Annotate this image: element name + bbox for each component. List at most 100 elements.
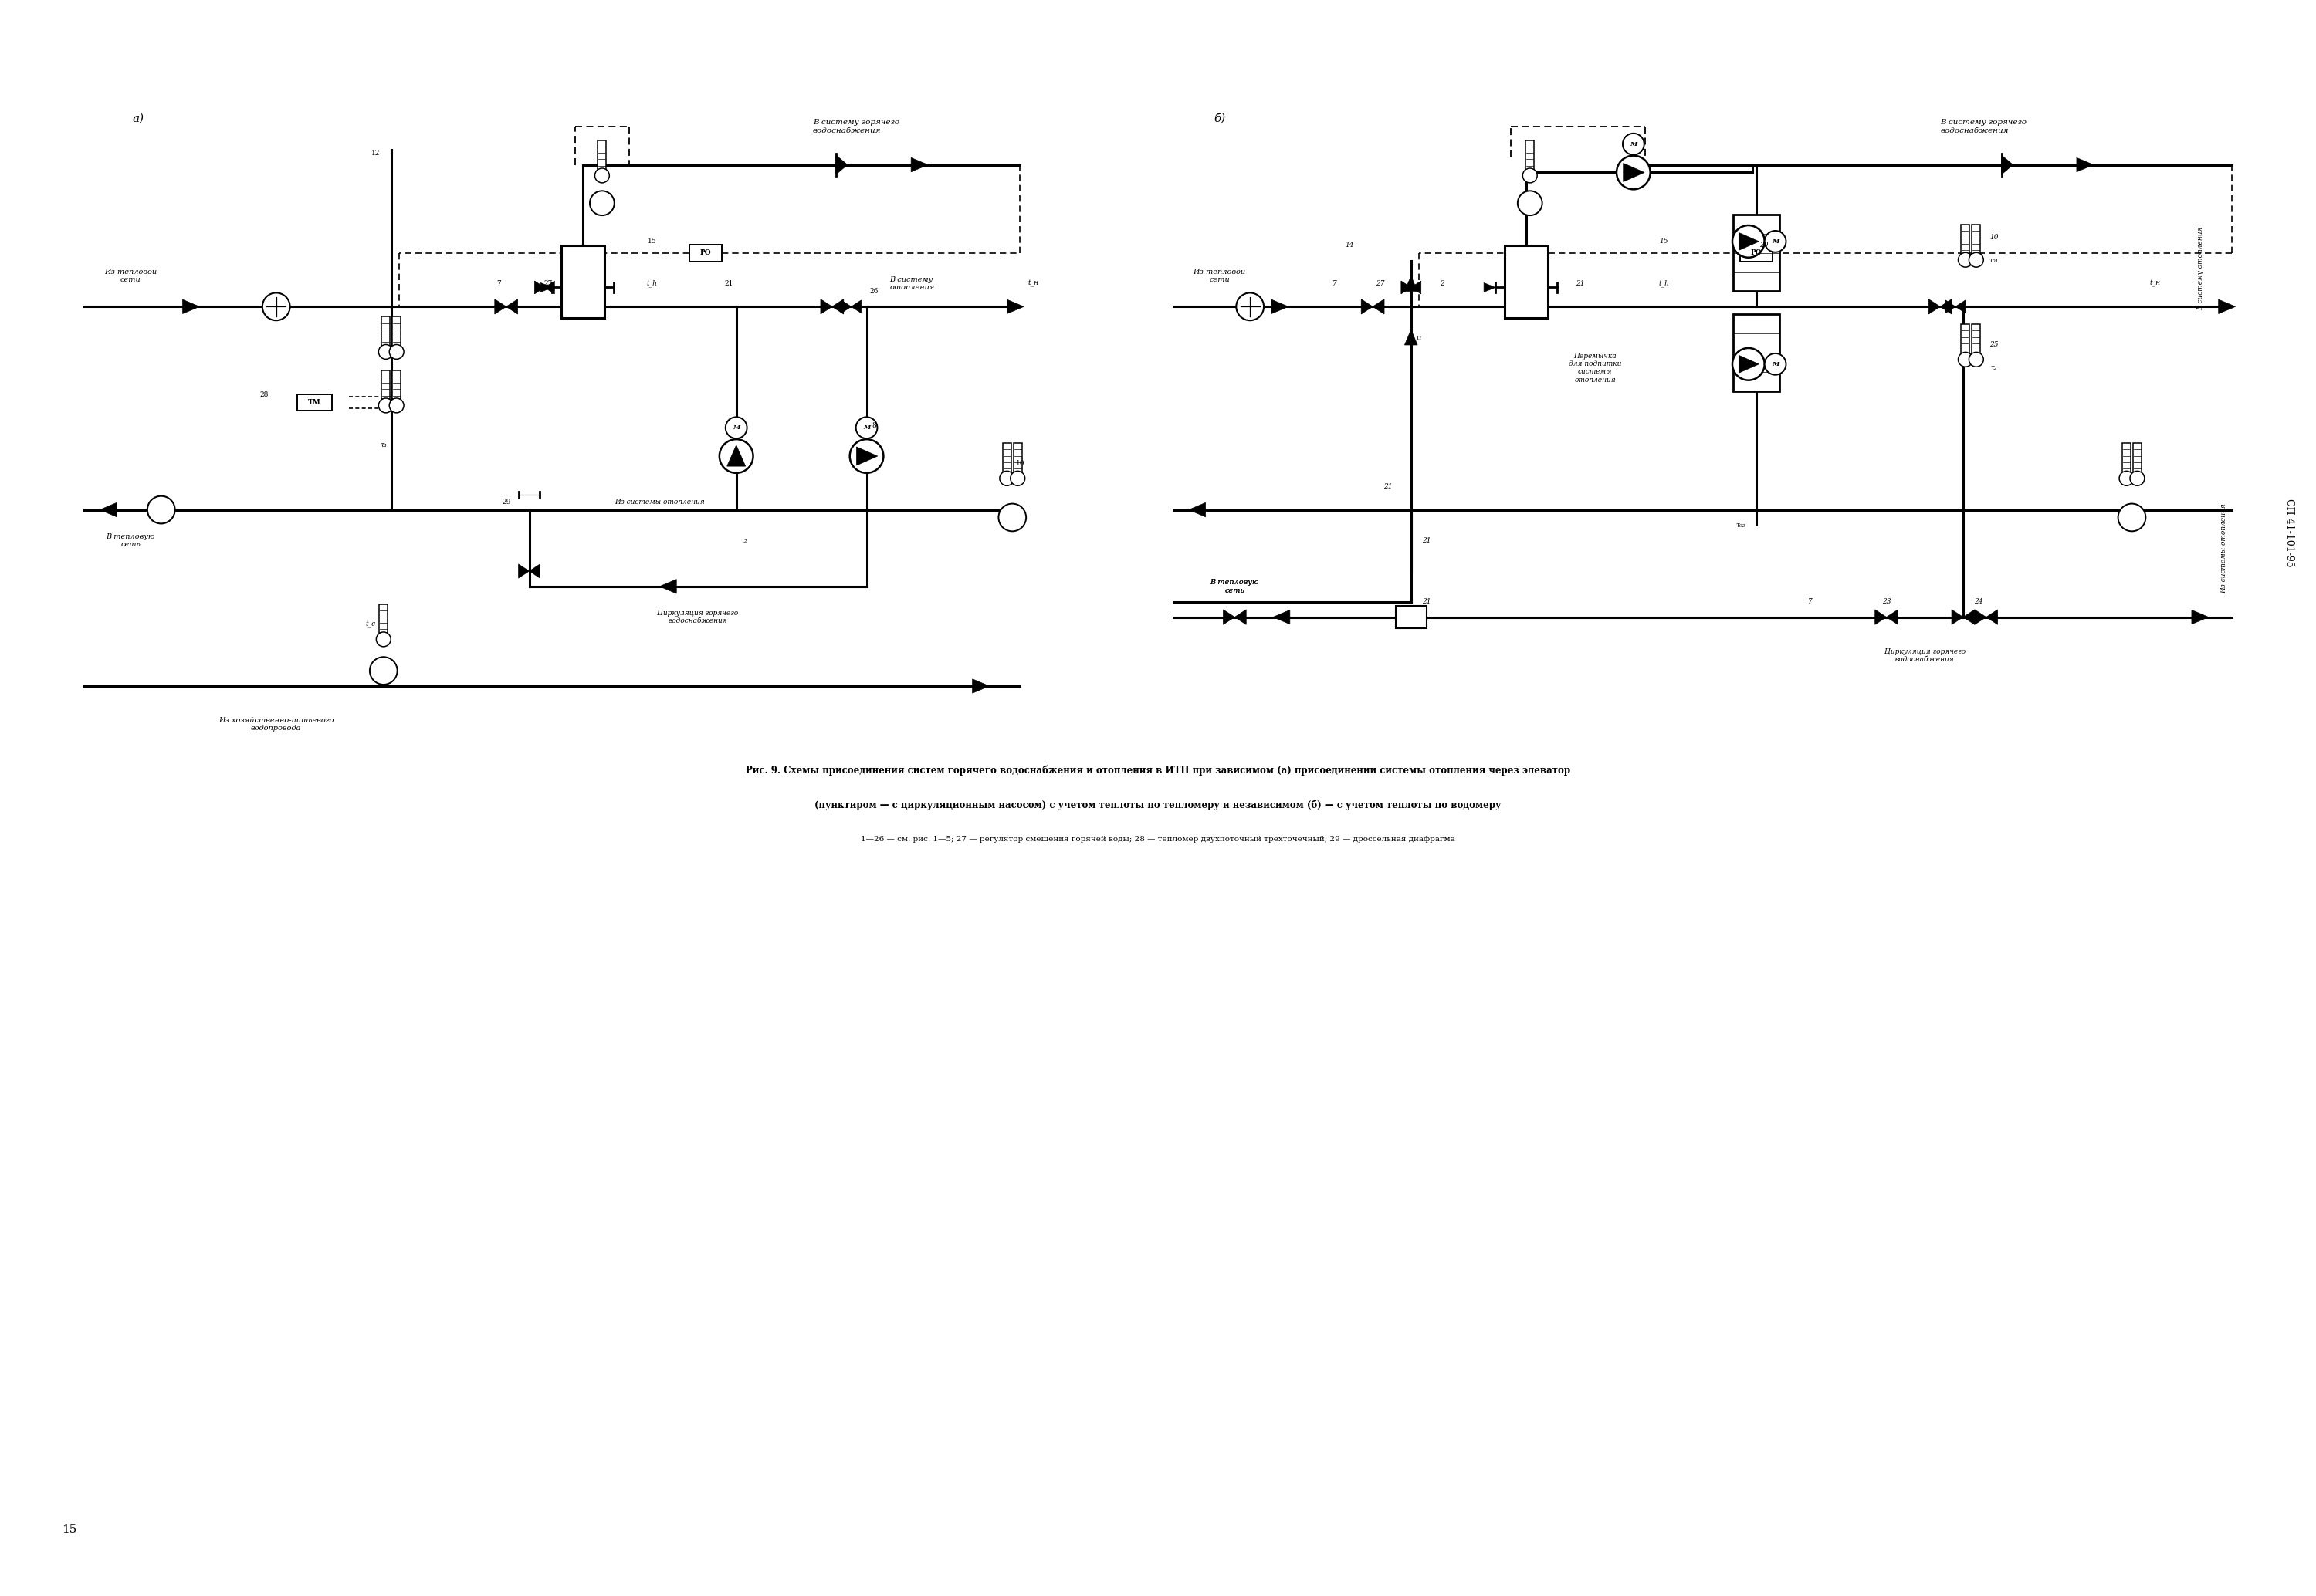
Text: б): б) [1214, 113, 1225, 124]
Text: 20: 20 [1760, 243, 1767, 249]
Polygon shape [852, 300, 862, 313]
Text: Из системы отопления: Из системы отопления [2221, 503, 2228, 594]
Text: В систему горячего
водоснабжения: В систему горячего водоснабжения [813, 120, 899, 134]
Text: 26: 26 [871, 287, 878, 295]
Text: τ₀₁: τ₀₁ [1989, 257, 1999, 263]
Bar [690, 244, 723, 262]
Circle shape [262, 292, 290, 321]
Text: 24: 24 [1973, 598, 1982, 605]
Polygon shape [1945, 300, 1955, 313]
Text: M: M [732, 425, 739, 431]
Bar [1971, 225, 1980, 254]
Bar [1962, 324, 1969, 353]
Polygon shape [820, 298, 831, 314]
Text: В тепловую
сеть: В тепловую сеть [107, 533, 155, 547]
Polygon shape [1739, 356, 1758, 373]
Polygon shape [973, 678, 989, 693]
Text: В систему отопления: В систему отопления [2198, 227, 2205, 310]
Text: 21: 21 [1383, 484, 1392, 490]
Text: τ₂: τ₂ [1989, 364, 1996, 372]
Polygon shape [2219, 300, 2235, 314]
Bar [296, 394, 331, 410]
Circle shape [1957, 252, 1973, 267]
Polygon shape [1403, 330, 1417, 345]
Circle shape [1765, 231, 1786, 252]
Polygon shape [496, 298, 507, 314]
Text: 15: 15 [1661, 238, 1668, 244]
Polygon shape [1485, 282, 1496, 292]
Circle shape [720, 439, 753, 472]
Polygon shape [2191, 610, 2209, 624]
Polygon shape [1223, 610, 1234, 624]
Circle shape [1969, 353, 1982, 367]
Text: M: M [1772, 238, 1779, 244]
Bar [1526, 140, 1533, 169]
Bar [1971, 324, 1980, 353]
Polygon shape [544, 281, 554, 294]
Text: τ₁: τ₁ [1415, 334, 1422, 342]
Polygon shape [535, 281, 544, 294]
Circle shape [375, 632, 391, 646]
Circle shape [1522, 168, 1538, 184]
Polygon shape [1624, 163, 1644, 182]
Polygon shape [1941, 298, 1952, 314]
Text: а): а) [132, 113, 144, 124]
Circle shape [591, 192, 614, 215]
Circle shape [1765, 353, 1786, 375]
Text: t_н: t_н [2149, 279, 2161, 287]
Polygon shape [910, 158, 929, 172]
Polygon shape [1929, 298, 1941, 314]
Circle shape [1237, 292, 1265, 321]
Bar [391, 316, 401, 346]
Text: ТМ: ТМ [308, 399, 322, 405]
Text: 27: 27 [544, 281, 554, 287]
Bar [1732, 314, 1779, 391]
Polygon shape [1373, 298, 1385, 314]
Polygon shape [1271, 300, 1288, 314]
Polygon shape [1964, 610, 1976, 624]
Bar [1739, 244, 1772, 262]
Polygon shape [841, 300, 852, 313]
Polygon shape [183, 300, 199, 314]
Circle shape [1001, 471, 1014, 485]
Bar [391, 370, 401, 399]
Text: 15: 15 [648, 238, 655, 244]
Text: Циркуляция горячего
водоснабжения: Циркуляция горячего водоснабжения [658, 610, 739, 624]
Circle shape [1957, 353, 1973, 367]
Text: 23: 23 [1883, 598, 1890, 605]
Text: В систему горячего
водоснабжения: В систему горячего водоснабжения [1941, 120, 2026, 134]
Text: 2: 2 [1441, 281, 1443, 287]
Text: 1—26 — см. рис. 1—5; 27 — регулятор смешения горячей воды; 28 — тепломер двухпот: 1—26 — см. рис. 1—5; 27 — регулятор смеш… [862, 836, 1454, 843]
Text: τ₀₂: τ₀₂ [1737, 522, 1746, 528]
Polygon shape [831, 298, 843, 314]
Circle shape [148, 496, 176, 523]
Polygon shape [1274, 610, 1290, 624]
Circle shape [2119, 471, 2133, 485]
Text: В тепловую
сеть: В тепловую сеть [1211, 579, 1260, 594]
Circle shape [595, 168, 609, 184]
Text: 21: 21 [1422, 536, 1431, 544]
Circle shape [1517, 192, 1542, 215]
Text: Из хозяйственно-питьевого
водопровода: Из хозяйственно-питьевого водопровода [218, 717, 334, 733]
Circle shape [1617, 155, 1651, 190]
Circle shape [1969, 252, 1982, 267]
Circle shape [1624, 134, 1644, 155]
Polygon shape [660, 579, 676, 594]
Text: 21: 21 [725, 281, 732, 287]
Text: 29: 29 [503, 498, 510, 506]
Text: (пунктиром — с циркуляционным насосом) с учетом теплоты по тепломеру и независим: (пунктиром — с циркуляционным насосом) с… [815, 800, 1501, 811]
Circle shape [2119, 504, 2145, 531]
Polygon shape [2001, 155, 2013, 174]
Circle shape [1732, 225, 1765, 257]
Bar [1505, 246, 1547, 318]
Polygon shape [857, 447, 878, 466]
Text: 15: 15 [63, 1524, 76, 1535]
Polygon shape [1739, 233, 1758, 251]
Polygon shape [1952, 610, 1964, 624]
Text: 7: 7 [1806, 598, 1811, 605]
Polygon shape [1401, 281, 1410, 294]
Polygon shape [519, 563, 530, 578]
Text: СП 41-101-95: СП 41-101-95 [2284, 498, 2295, 567]
Circle shape [998, 504, 1026, 531]
Bar [560, 246, 604, 318]
